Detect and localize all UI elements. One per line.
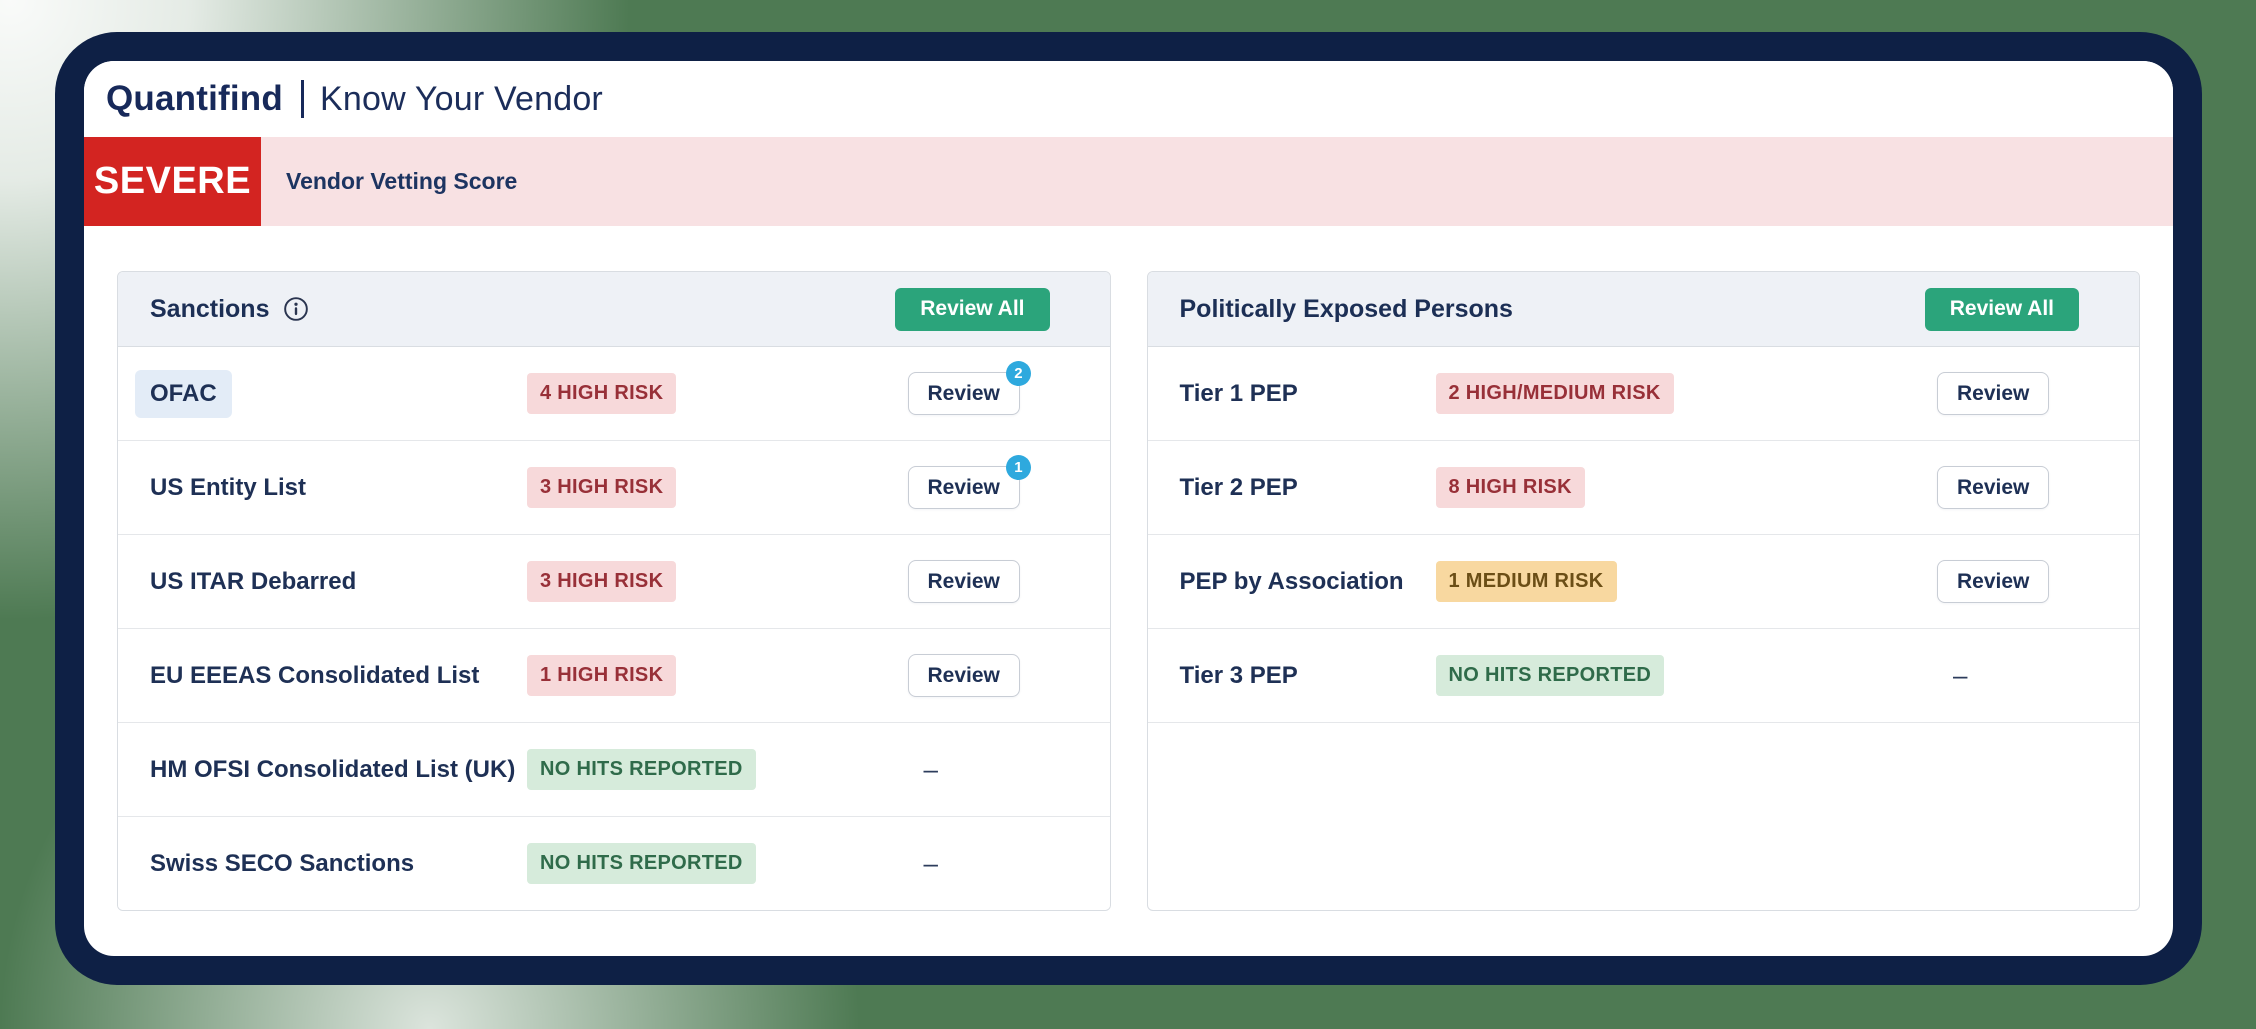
- review-button-label: Review: [927, 663, 1000, 687]
- review-button[interactable]: Review 1: [907, 455, 1031, 509]
- no-action-dash: –: [1953, 660, 1968, 690]
- review-button[interactable]: Review: [907, 560, 1020, 603]
- list-name: EU EEEAS Consolidated List: [150, 661, 480, 689]
- list-row: OFAC 4 HIGH RISK Review 2: [118, 347, 1110, 441]
- review-button[interactable]: Review: [1937, 560, 2050, 603]
- list-name: OFAC: [135, 369, 232, 418]
- list-name: HM OFSI Consolidated List (UK): [150, 755, 516, 783]
- vendor-vetting-score-label: Vendor Vetting Score: [286, 168, 518, 194]
- risk-badge: 3 HIGH RISK: [527, 467, 677, 508]
- panel-header: Sanctions Review All: [118, 272, 1110, 347]
- review-button-label: Review: [927, 475, 1000, 499]
- page-title: Know Your Vendor: [319, 79, 603, 118]
- risk-badge: 3 HIGH RISK: [527, 561, 677, 602]
- action-column: Review 1: [907, 455, 1070, 509]
- panel-rows: Tier 1 PEP 2 HIGH/MEDIUM RISK Review Tie…: [1147, 347, 2139, 723]
- notification-badge: 1: [1005, 455, 1031, 480]
- list-row: Tier 2 PEP 8 HIGH RISK Review: [1147, 441, 2139, 535]
- panel-header: Politically Exposed Persons Review All: [1147, 272, 2139, 347]
- review-button-label: Review: [1957, 569, 2030, 593]
- action-column: Review: [1937, 466, 2099, 509]
- brand-logo: Quantifind: [106, 79, 283, 118]
- list-row: PEP by Association 1 MEDIUM RISK Review: [1147, 535, 2139, 629]
- panel-sanctions: Sanctions Review All OFAC 4 HIGH RISK Re…: [117, 271, 1111, 911]
- risk-badge: 4 HIGH RISK: [527, 373, 677, 414]
- review-button[interactable]: Review: [1937, 466, 2050, 509]
- risk-badge: 1 MEDIUM RISK: [1435, 561, 1617, 602]
- list-row: US Entity List 3 HIGH RISK Review 1: [118, 441, 1110, 535]
- list-row: EU EEEAS Consolidated List 1 HIGH RISK R…: [118, 629, 1110, 723]
- notification-badge: 2: [1005, 361, 1031, 386]
- panel-title: Politically Exposed Persons: [1179, 294, 1513, 323]
- vendor-vetting-score-banner: SEVERE Vendor Vetting Score: [84, 137, 2173, 226]
- list-row: Tier 1 PEP 2 HIGH/MEDIUM RISK Review: [1147, 347, 2139, 441]
- panels: Sanctions Review All OFAC 4 HIGH RISK Re…: [84, 226, 2173, 911]
- list-name: Swiss SECO Sanctions: [150, 849, 415, 877]
- brand-separator: [300, 80, 304, 118]
- no-action-dash: –: [923, 848, 938, 878]
- review-button-label: Review: [927, 569, 1000, 593]
- action-column: –: [1937, 660, 2099, 691]
- list-name: PEP by Association: [1179, 567, 1404, 595]
- review-button-label: Review: [927, 381, 1000, 405]
- list-name: Tier 1 PEP: [1179, 379, 1298, 407]
- action-column: Review: [1937, 372, 2099, 415]
- panel-title: Sanctions: [150, 294, 270, 323]
- risk-badge: 8 HIGH RISK: [1435, 467, 1585, 508]
- action-column: Review 2: [907, 361, 1070, 415]
- app-header: Quantifind Know Your Vendor: [84, 61, 2173, 137]
- panel-rows: OFAC 4 HIGH RISK Review 2 US Entity List…: [118, 347, 1110, 910]
- review-button[interactable]: Review: [1937, 372, 2050, 415]
- risk-badge: NO HITS REPORTED: [527, 749, 756, 790]
- risk-badge: 1 HIGH RISK: [527, 655, 677, 696]
- app-card: Quantifind Know Your Vendor SEVERE Vendo…: [84, 61, 2173, 956]
- list-row: US ITAR Debarred 3 HIGH RISK Review: [118, 535, 1110, 629]
- action-column: –: [908, 754, 1070, 785]
- review-button-label: Review: [1957, 475, 2030, 499]
- app-frame: Quantifind Know Your Vendor SEVERE Vendo…: [55, 32, 2202, 985]
- risk-badge: NO HITS REPORTED: [1435, 655, 1665, 696]
- risk-badge: 2 HIGH/MEDIUM RISK: [1435, 373, 1674, 414]
- action-column: Review: [907, 654, 1070, 697]
- list-row: Tier 3 PEP NO HITS REPORTED –: [1147, 629, 2139, 723]
- action-column: Review: [1937, 560, 2099, 603]
- severity-badge: SEVERE: [84, 137, 261, 226]
- review-button[interactable]: Review 2: [907, 361, 1031, 415]
- review-button[interactable]: Review: [907, 654, 1020, 697]
- list-name: Tier 3 PEP: [1179, 661, 1298, 689]
- info-icon[interactable]: [283, 296, 309, 322]
- review-button-label: Review: [1957, 381, 2030, 405]
- list-name: US Entity List: [150, 473, 307, 501]
- list-name: US ITAR Debarred: [150, 567, 357, 595]
- review-all-button[interactable]: Review All: [1924, 287, 2079, 331]
- list-row: HM OFSI Consolidated List (UK) NO HITS R…: [118, 723, 1110, 817]
- list-row: Swiss SECO Sanctions NO HITS REPORTED –: [118, 817, 1110, 910]
- action-column: –: [908, 848, 1070, 879]
- review-all-button[interactable]: Review All: [895, 287, 1050, 331]
- panel-pep: Politically Exposed Persons Review All T…: [1146, 271, 2140, 911]
- action-column: Review: [907, 560, 1070, 603]
- list-name: Tier 2 PEP: [1179, 473, 1298, 501]
- no-action-dash: –: [923, 754, 938, 784]
- risk-badge: NO HITS REPORTED: [527, 843, 756, 884]
